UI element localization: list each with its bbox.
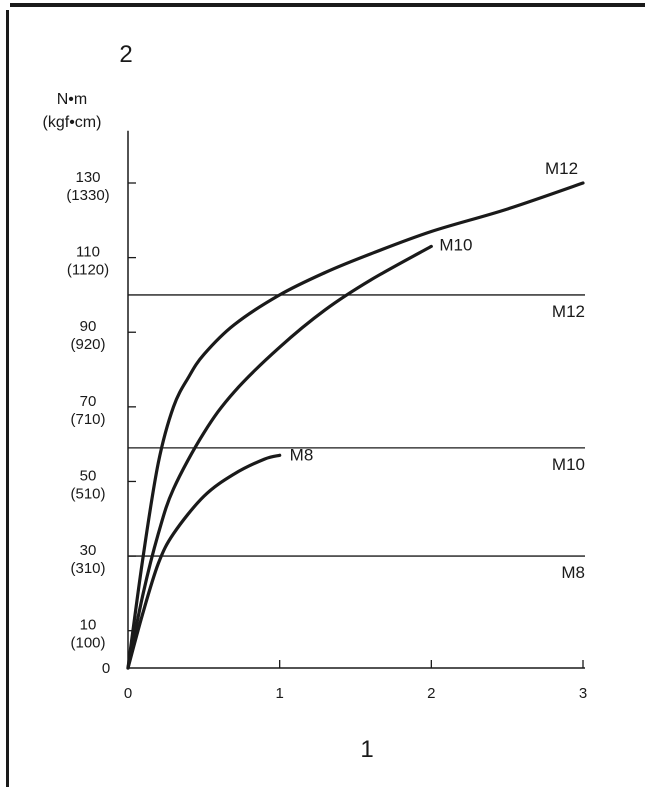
series-label-m10: M10 [439,235,472,254]
y-tick-label: 90 [80,318,97,335]
y-tick-sublabel: (510) [70,485,105,502]
y-tick-label: 10 [80,617,97,634]
y-tick-sublabel: (710) [70,411,105,428]
y-tick-label: 110 [76,244,100,261]
y-unit-secondary-label: (kgf•cm) [43,114,102,131]
series-line-m10 [126,244,433,670]
frame-top-border [10,3,645,7]
y-tick-label: 50 [80,467,97,484]
y-tick-sublabel: (310) [70,560,105,577]
y-tick-label: 30 [80,542,97,559]
reference-line-label-m12: M12 [552,302,585,321]
x-tick-label: 0 [124,685,132,702]
y-unit-primary-label: N•m [57,91,87,108]
y-tick-sublabel: (1330) [66,187,109,204]
series-line-m12 [126,181,585,670]
y-tick-label: 0 [102,660,110,677]
y-axis-callout-number: 2 [119,41,132,68]
reference-line-label-m10: M10 [552,455,585,474]
y-tick-sublabel: (100) [70,635,105,652]
x-axis-callout-number: 1 [360,736,373,763]
reference-line-label-m8: M8 [561,563,585,582]
series-label-m8: M8 [290,445,314,464]
series-label-m12: M12 [545,159,578,178]
y-tick-sublabel: (1120) [67,262,109,279]
y-tick-label: 70 [80,393,97,410]
frame-left-border [6,10,9,787]
x-tick-label: 2 [427,685,435,702]
y-tick-label: 130 [75,169,100,186]
y-tick-sublabel: (920) [70,336,105,353]
series-line-m8 [126,453,282,670]
x-tick-label: 1 [275,685,283,702]
x-tick-label: 3 [579,685,587,702]
